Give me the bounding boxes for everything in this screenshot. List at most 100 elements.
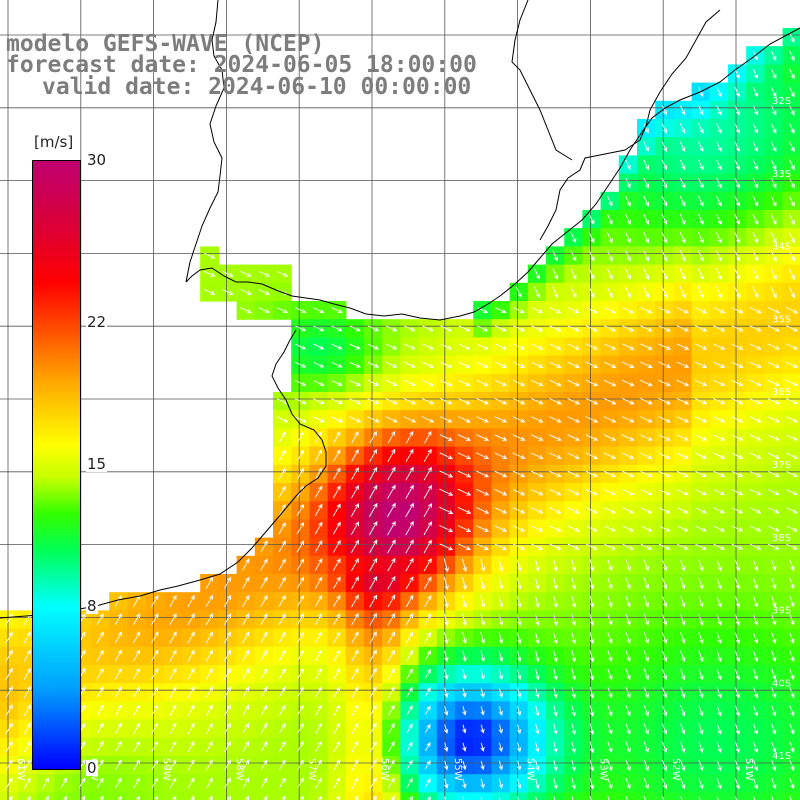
wind-arrow <box>205 613 213 626</box>
wind-arrow <box>567 434 581 441</box>
wind-arrow <box>589 632 595 645</box>
wind-arrow <box>351 467 359 481</box>
field-cell <box>491 792 511 800</box>
wind-arrow <box>242 704 250 716</box>
wind-arrow <box>731 398 744 405</box>
wind-arrow <box>313 325 325 332</box>
wind-arrow <box>658 397 672 405</box>
wind-arrow <box>585 379 599 387</box>
wind-arrow <box>531 343 544 350</box>
wind-arrow <box>387 612 396 626</box>
wind-arrow <box>535 796 537 800</box>
wind-arrow <box>444 687 449 698</box>
wind-arrow <box>494 507 508 514</box>
wind-arrow <box>498 742 503 753</box>
wind-arrow <box>388 759 395 771</box>
wind-arrow <box>680 687 686 699</box>
wind-arrow <box>406 741 413 752</box>
wind-arrow <box>205 576 213 589</box>
wind-arrow <box>716 87 722 98</box>
wind-arrow <box>187 649 195 662</box>
wind-arrow <box>512 434 526 441</box>
wind-arrow <box>151 777 159 789</box>
wind-arrow <box>387 448 396 463</box>
wind-arrow <box>625 777 631 790</box>
wind-arrow <box>296 558 305 571</box>
wind-arrow <box>480 687 485 698</box>
wind-arrow <box>679 195 686 207</box>
wind-arrow <box>695 470 707 477</box>
wind-arrow <box>387 649 395 662</box>
wind-arrow <box>752 614 759 626</box>
wind-arrow <box>299 795 304 800</box>
wind-arrow <box>621 416 635 423</box>
wind-arrow <box>697 286 704 299</box>
wind-arrow <box>607 759 613 772</box>
wind-arrow <box>786 398 799 405</box>
wind-arrow <box>695 489 707 496</box>
wind-arrow <box>571 777 576 790</box>
wind-arrow <box>789 723 795 735</box>
wind-arrow <box>133 722 140 735</box>
wind-arrow <box>369 612 377 626</box>
wind-arrow <box>571 759 576 772</box>
wind-arrow <box>771 796 774 800</box>
wind-arrow <box>588 250 595 262</box>
wind-arrow <box>788 177 795 189</box>
wind-arrow <box>767 361 781 368</box>
wind-arrow <box>771 705 777 717</box>
wind-arrow <box>716 213 722 225</box>
wind-arrow <box>585 307 598 314</box>
wind-arrow <box>549 397 562 405</box>
wind-arrow <box>695 416 708 423</box>
wind-arrow <box>297 722 304 734</box>
wind-arrow <box>571 705 576 717</box>
wind-arrow <box>768 452 780 459</box>
wind-arrow <box>552 286 559 299</box>
wind-arrow <box>278 668 286 680</box>
field-cell <box>382 792 401 800</box>
wind-arrow <box>749 325 762 332</box>
wind-arrow <box>567 361 580 368</box>
wind-arrow <box>331 416 344 423</box>
wind-arrow <box>570 232 577 244</box>
wind-arrow <box>5 777 13 789</box>
field-cell <box>109 792 128 800</box>
wind-arrow <box>788 231 795 244</box>
wind-arrow <box>133 686 140 698</box>
wind-arrow <box>697 250 704 262</box>
field-cell <box>782 574 800 593</box>
wind-arrow <box>444 796 446 800</box>
wind-arrow <box>789 777 795 790</box>
wind-arrow <box>695 434 707 441</box>
wind-arrow <box>768 525 780 532</box>
field-cell <box>273 792 292 800</box>
wind-arrow <box>585 397 599 405</box>
wind-arrow <box>680 796 683 800</box>
field-cell <box>782 628 800 648</box>
wind-arrow <box>516 778 522 790</box>
wind-arrow <box>135 795 140 800</box>
wind-arrow <box>297 759 304 771</box>
wind-arrow <box>549 470 562 478</box>
field-cell <box>400 792 420 800</box>
wind-arrow <box>297 777 304 789</box>
wind-arrow <box>604 507 617 514</box>
wind-arrow <box>516 742 522 753</box>
wind-arrow <box>387 668 395 680</box>
wind-arrow <box>406 723 413 734</box>
wind-arrow <box>589 595 595 608</box>
wind-arrow <box>585 343 598 350</box>
wind-arrow <box>405 594 414 608</box>
wind-arrow <box>643 250 650 262</box>
wind-arrow <box>516 613 522 626</box>
wind-arrow <box>206 741 213 753</box>
field-cell <box>782 646 800 666</box>
wind-arrow <box>115 722 122 735</box>
wind-arrow <box>643 705 649 717</box>
wind-arrow <box>534 632 540 645</box>
colorbar-tick-label: 0 <box>86 759 98 777</box>
wind-arrow <box>333 467 341 480</box>
wind-arrow <box>658 543 671 550</box>
wind-arrow <box>749 343 762 350</box>
